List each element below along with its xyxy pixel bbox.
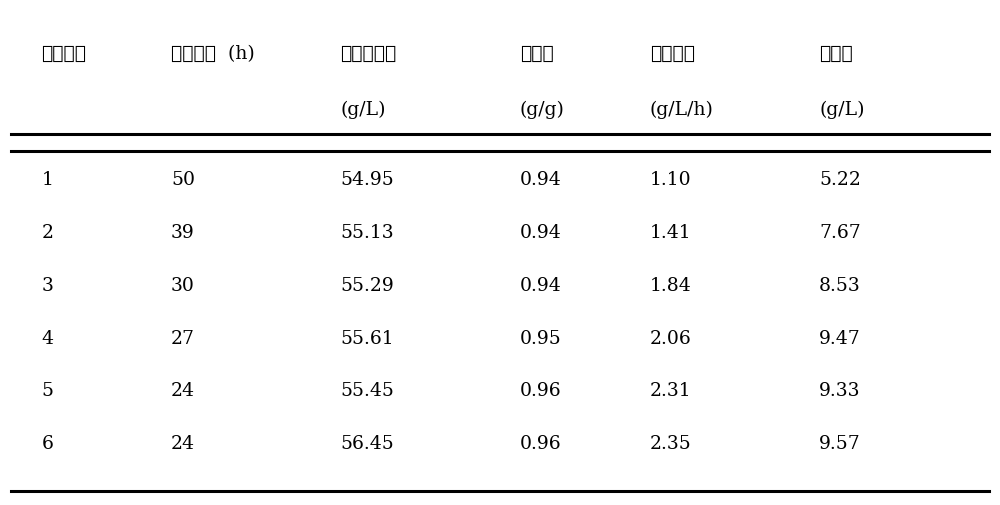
Text: 55.13: 55.13: [340, 223, 394, 241]
Text: 9.57: 9.57: [819, 434, 861, 452]
Text: 5.22: 5.22: [819, 171, 861, 189]
Text: 4: 4: [41, 329, 53, 347]
Text: (g/L/h): (g/L/h): [650, 100, 713, 119]
Text: 0.94: 0.94: [520, 223, 562, 241]
Text: 24: 24: [171, 434, 195, 452]
Text: 0.94: 0.94: [520, 276, 562, 294]
Text: 50: 50: [171, 171, 195, 189]
Text: 2.06: 2.06: [650, 329, 691, 347]
Text: 1.84: 1.84: [650, 276, 691, 294]
Text: (g/g): (g/g): [520, 100, 565, 119]
Text: 5: 5: [41, 382, 53, 399]
Text: 0.96: 0.96: [520, 382, 562, 399]
Text: 1.10: 1.10: [650, 171, 691, 189]
Text: 27: 27: [171, 329, 195, 347]
Text: 8.53: 8.53: [819, 276, 861, 294]
Text: 9.33: 9.33: [819, 382, 861, 399]
Text: 56.45: 56.45: [340, 434, 394, 452]
Text: 55.45: 55.45: [340, 382, 394, 399]
Text: 乳酸产率: 乳酸产率: [650, 45, 695, 63]
Text: 24: 24: [171, 382, 195, 399]
Text: 发酵时间  (h): 发酵时间 (h): [171, 45, 255, 63]
Text: 2.31: 2.31: [650, 382, 691, 399]
Text: 生物量: 生物量: [819, 45, 853, 63]
Text: 1.41: 1.41: [650, 223, 691, 241]
Text: 产生的乳酸: 产生的乳酸: [340, 45, 397, 63]
Text: 0.96: 0.96: [520, 434, 562, 452]
Text: (g/L): (g/L): [340, 100, 386, 119]
Text: 0.95: 0.95: [520, 329, 562, 347]
Text: 55.61: 55.61: [340, 329, 394, 347]
Text: 7.67: 7.67: [819, 223, 861, 241]
Text: 30: 30: [171, 276, 195, 294]
Text: 54.95: 54.95: [340, 171, 394, 189]
Text: 39: 39: [171, 223, 195, 241]
Text: 55.29: 55.29: [340, 276, 394, 294]
Text: 1: 1: [41, 171, 53, 189]
Text: 3: 3: [41, 276, 53, 294]
Text: (g/L): (g/L): [819, 100, 865, 119]
Text: 2: 2: [41, 223, 53, 241]
Text: 6: 6: [41, 434, 53, 452]
Text: 9.47: 9.47: [819, 329, 861, 347]
Text: 发酵批次: 发酵批次: [41, 45, 86, 63]
Text: 0.94: 0.94: [520, 171, 562, 189]
Text: 2.35: 2.35: [650, 434, 691, 452]
Text: 转化率: 转化率: [520, 45, 554, 63]
